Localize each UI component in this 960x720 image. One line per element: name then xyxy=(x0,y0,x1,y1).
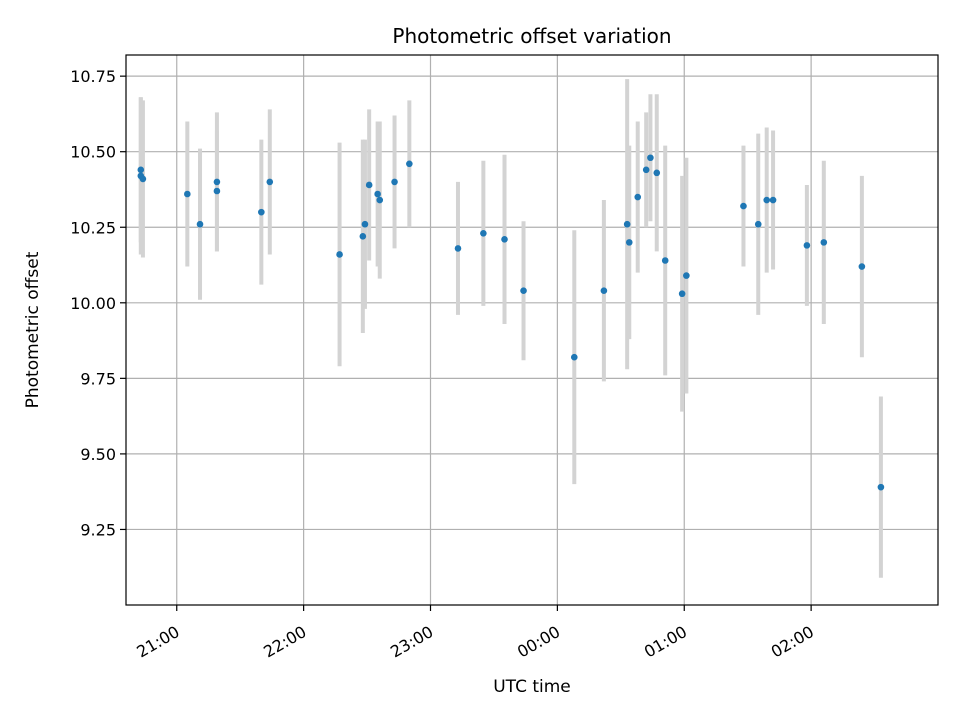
x-axis-label: UTC time xyxy=(493,677,571,697)
y-tick-label: 10.75 xyxy=(70,67,116,86)
chart-title: Photometric offset variation xyxy=(392,24,671,48)
data-point xyxy=(454,245,462,252)
data-point xyxy=(820,239,828,246)
data-point xyxy=(653,169,661,177)
grid-lines xyxy=(126,55,938,605)
data-point xyxy=(213,178,221,186)
y-axis-label: Photometric offset xyxy=(23,251,43,408)
data-point xyxy=(623,220,631,228)
data-point xyxy=(520,287,527,295)
y-tick-label: 10.50 xyxy=(70,143,116,162)
data-point xyxy=(361,220,369,228)
data-point xyxy=(501,236,508,243)
y-tick-label: 10.25 xyxy=(70,218,116,237)
data-point xyxy=(625,239,633,246)
data-point xyxy=(258,208,265,216)
data-point xyxy=(139,175,147,183)
data-point xyxy=(740,202,747,210)
data-point xyxy=(763,196,771,204)
data-point xyxy=(570,353,578,361)
data-point xyxy=(683,272,690,279)
plot-frame xyxy=(125,54,939,606)
data-point xyxy=(137,166,145,174)
data-point xyxy=(600,287,608,295)
data-point xyxy=(678,290,686,298)
data-point xyxy=(877,483,885,491)
data-point xyxy=(376,196,384,204)
data-point xyxy=(480,229,487,237)
data-point xyxy=(184,190,191,198)
data-point xyxy=(365,181,373,189)
data-point xyxy=(391,178,398,186)
data-point xyxy=(803,242,811,249)
data-point xyxy=(336,251,343,258)
y-tick-label: 9.25 xyxy=(80,520,116,539)
y-axis-ticks: 9.25 9.50 9.75 10.00 10.25 10.50 10.75 xyxy=(70,67,126,539)
data-point xyxy=(858,263,866,270)
y-tick-label: 10.00 xyxy=(70,294,116,313)
y-tick-label: 9.75 xyxy=(80,369,116,388)
data-point xyxy=(196,220,204,228)
data-point xyxy=(754,220,762,228)
data-point xyxy=(374,190,381,198)
data-points xyxy=(137,154,885,491)
data-point xyxy=(266,178,274,186)
data-point xyxy=(213,187,221,195)
data-point xyxy=(661,257,669,264)
data-point xyxy=(406,160,413,168)
data-point xyxy=(634,193,642,201)
y-tick-label: 9.50 xyxy=(80,445,116,464)
data-point xyxy=(642,166,650,174)
data-point xyxy=(359,233,367,240)
data-point xyxy=(769,196,777,204)
data-point xyxy=(647,154,654,162)
